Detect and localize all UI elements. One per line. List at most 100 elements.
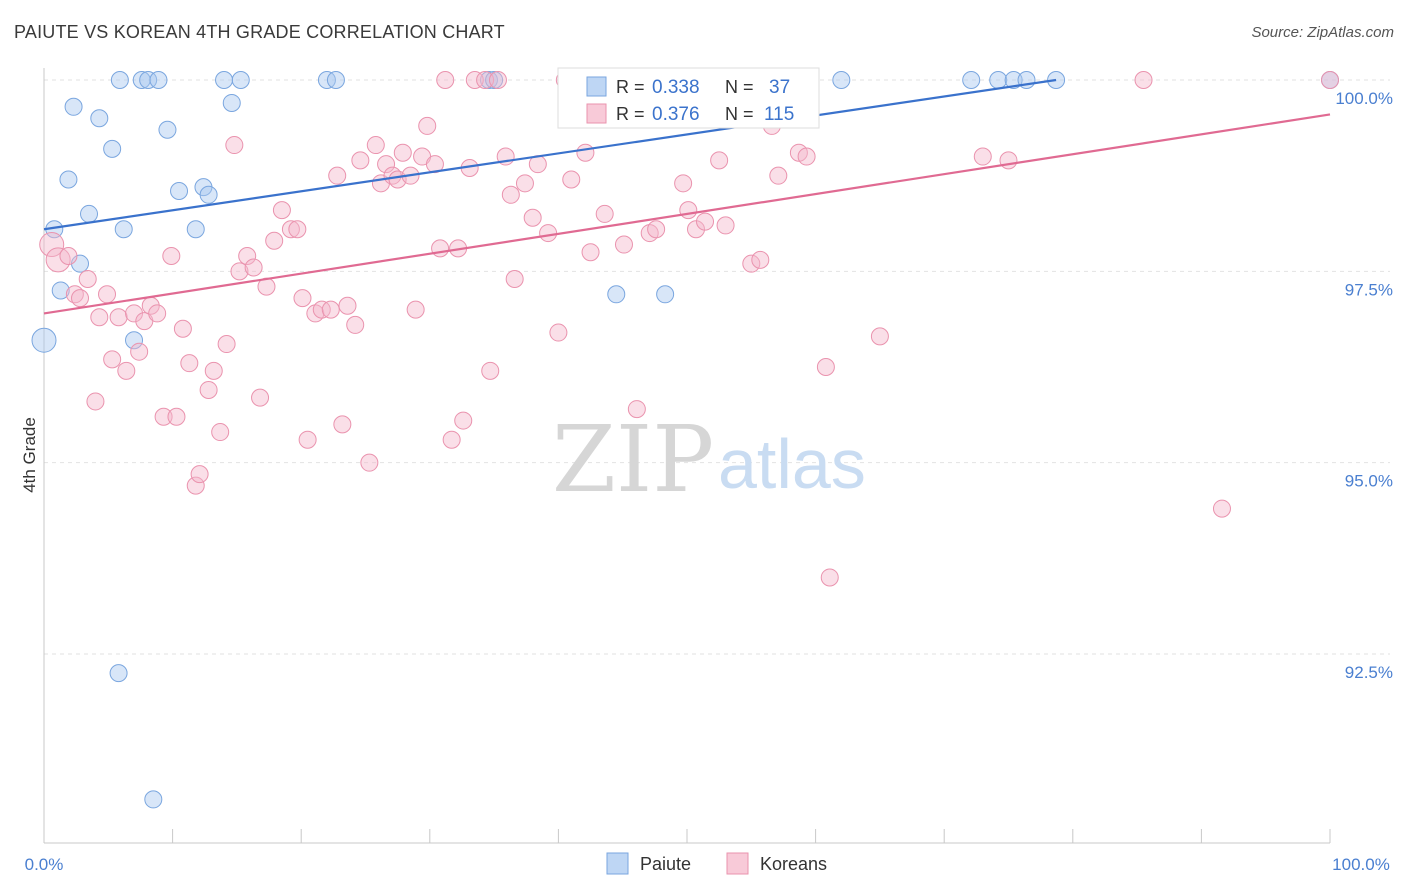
data-point xyxy=(272,201,291,220)
data-point xyxy=(238,247,257,266)
data-point xyxy=(647,220,666,239)
y-tick-label: 100.0% xyxy=(1335,89,1393,108)
data-point xyxy=(656,285,675,304)
data-point xyxy=(820,568,839,587)
data-point xyxy=(989,71,1008,89)
data-point xyxy=(114,220,133,239)
legend-series: Paiute Koreans xyxy=(606,852,827,875)
data-point xyxy=(80,204,99,223)
data-point xyxy=(180,354,199,373)
data-point xyxy=(406,300,425,319)
data-point xyxy=(488,71,507,89)
data-point xyxy=(751,250,770,269)
data-point xyxy=(973,147,992,166)
data-points xyxy=(31,71,1339,809)
data-point xyxy=(109,664,128,683)
data-point xyxy=(627,400,646,419)
data-point xyxy=(265,231,284,250)
trend-line-paiute xyxy=(43,78,1057,231)
data-point xyxy=(78,269,97,288)
data-point xyxy=(832,71,851,89)
data-point xyxy=(465,71,484,89)
data-point xyxy=(230,262,249,281)
legend-n-label-paiute: N = xyxy=(725,77,754,97)
data-point xyxy=(581,243,600,262)
data-point xyxy=(549,323,568,342)
watermark-atlas: atlas xyxy=(718,425,866,503)
data-point xyxy=(716,216,735,235)
data-point xyxy=(90,308,109,327)
data-point xyxy=(39,232,65,258)
data-point xyxy=(476,71,495,89)
data-point xyxy=(321,300,340,319)
data-point xyxy=(505,269,524,288)
data-point xyxy=(199,380,218,399)
legend-swatch-koreans xyxy=(586,103,607,124)
data-point xyxy=(281,220,300,239)
data-point xyxy=(576,143,595,162)
data-point xyxy=(333,415,352,434)
legend-swatch-paiute-bottom xyxy=(606,852,629,875)
data-point xyxy=(144,790,163,809)
data-point xyxy=(870,327,889,346)
data-point xyxy=(479,71,498,89)
legend-r-value-koreans: 0.376 xyxy=(652,104,700,125)
data-point xyxy=(130,342,149,361)
data-point xyxy=(1134,71,1153,89)
data-point xyxy=(1212,499,1231,518)
y-tick-labels: 92.5% 95.0% 97.5% 100.0% xyxy=(1335,89,1393,682)
data-point xyxy=(501,185,520,204)
data-point xyxy=(431,239,450,258)
data-point xyxy=(139,71,158,89)
data-point xyxy=(539,224,558,243)
data-point xyxy=(393,143,412,162)
source-credit: Source: ZipAtlas.com xyxy=(1251,24,1394,41)
data-point xyxy=(154,407,173,426)
data-point xyxy=(442,430,461,449)
data-point xyxy=(710,151,729,170)
data-point xyxy=(366,136,385,155)
data-point xyxy=(346,315,365,334)
data-point xyxy=(225,136,244,155)
data-point xyxy=(51,281,70,300)
data-point xyxy=(251,388,270,407)
legend-n-value-paiute: 37 xyxy=(769,77,790,98)
legend-n-value-koreans: 115 xyxy=(764,104,794,125)
data-point xyxy=(312,300,331,319)
data-point xyxy=(71,289,90,308)
data-point xyxy=(217,335,236,354)
data-point xyxy=(125,304,144,323)
data-point xyxy=(816,358,835,376)
data-point xyxy=(173,319,192,338)
data-point xyxy=(59,247,78,266)
data-point xyxy=(98,285,117,304)
data-point xyxy=(696,212,715,231)
data-point xyxy=(170,181,189,200)
data-point xyxy=(298,430,317,449)
data-point xyxy=(607,285,626,304)
data-point xyxy=(1321,71,1339,89)
x-tick-label-min: 0.0% xyxy=(25,855,64,874)
data-point xyxy=(436,71,455,89)
data-point xyxy=(167,407,186,426)
legend-swatch-paiute xyxy=(586,76,607,97)
trend-lines xyxy=(43,78,1331,315)
data-point xyxy=(45,247,71,273)
data-point xyxy=(199,185,218,204)
data-point xyxy=(103,139,122,158)
data-point xyxy=(317,71,336,89)
data-point xyxy=(769,166,788,185)
data-point xyxy=(86,392,105,411)
data-point xyxy=(962,71,981,89)
data-point xyxy=(244,258,263,277)
y-tick-label: 95.0% xyxy=(1345,472,1393,491)
data-point xyxy=(742,254,761,273)
data-point xyxy=(454,411,473,430)
legend-r-value-paiute: 0.338 xyxy=(652,77,700,98)
data-point xyxy=(328,166,347,185)
data-point xyxy=(215,71,234,89)
data-point xyxy=(158,120,177,139)
data-point xyxy=(90,109,109,128)
data-point xyxy=(288,220,307,239)
data-point xyxy=(162,247,181,266)
